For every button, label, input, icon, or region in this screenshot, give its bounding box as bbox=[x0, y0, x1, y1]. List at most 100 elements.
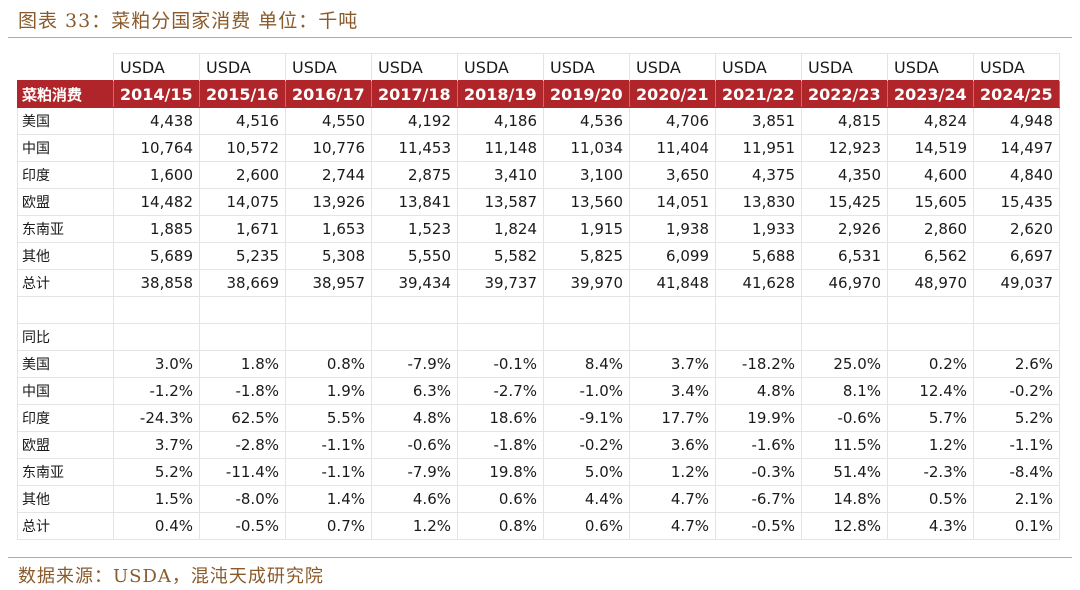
row-label: 中国 bbox=[17, 134, 114, 162]
value-cell: 13,926 bbox=[285, 188, 372, 216]
value-cell: 10,572 bbox=[199, 134, 286, 162]
value-cell: 4,600 bbox=[887, 161, 974, 189]
bottom-divider bbox=[8, 557, 1072, 558]
percent-cell: 51.4% bbox=[801, 458, 888, 486]
source-cell: USDA bbox=[801, 53, 888, 81]
value-cell: 4,550 bbox=[285, 107, 372, 135]
value-cell: 3,851 bbox=[715, 107, 802, 135]
value-cell: 1,653 bbox=[285, 215, 372, 243]
value-cell: 39,970 bbox=[543, 269, 630, 297]
percent-cell: 3.7% bbox=[629, 350, 716, 378]
percent-cell: 18.6% bbox=[457, 404, 544, 432]
year-header: 2019/20 bbox=[543, 80, 630, 108]
percent-cell: 0.6% bbox=[543, 512, 630, 540]
year-header: 2015/16 bbox=[199, 80, 286, 108]
percent-cell: -0.6% bbox=[371, 431, 458, 459]
value-cell: 4,706 bbox=[629, 107, 716, 135]
table-row: 其他 5,689 5,235 5,308 5,550 5,582 5,825 6,099 5,6… bbox=[17, 242, 1060, 270]
value-cell: 13,830 bbox=[715, 188, 802, 216]
row-label: 印度 bbox=[17, 161, 114, 189]
value-cell: 6,697 bbox=[973, 242, 1060, 270]
table-row: 中国 10,764 10,572 10,776 11,453 11,148 11,034 11… bbox=[17, 134, 1060, 162]
value-cell: 5,235 bbox=[199, 242, 286, 270]
percent-cell: -0.1% bbox=[457, 350, 544, 378]
value-cell: 1,671 bbox=[199, 215, 286, 243]
value-cell: 14,497 bbox=[973, 134, 1060, 162]
value-cell: 13,560 bbox=[543, 188, 630, 216]
percent-cell: 5.7% bbox=[887, 404, 974, 432]
percent-cell: 0.4% bbox=[113, 512, 200, 540]
percent-cell: -1.2% bbox=[113, 377, 200, 405]
value-cell: 1,938 bbox=[629, 215, 716, 243]
year-header: 2024/25 bbox=[973, 80, 1060, 108]
row-label: 美国 bbox=[17, 350, 114, 378]
value-cell: 5,308 bbox=[285, 242, 372, 270]
percent-cell: 2.6% bbox=[973, 350, 1060, 378]
percent-cell: 1.5% bbox=[113, 485, 200, 513]
value-cell: 5,689 bbox=[113, 242, 200, 270]
table-row: 印度 -24.3% 62.5% 5.5% 4.8% 18.6% -9.1% 17.7% 19.9… bbox=[17, 404, 1060, 432]
percent-cell: -1.8% bbox=[457, 431, 544, 459]
value-cell: 4,438 bbox=[113, 107, 200, 135]
percent-cell: 19.9% bbox=[715, 404, 802, 432]
table-row: 总计 0.4% -0.5% 0.7% 1.2% 0.8% 0.6% 4.7% -0.5% 12.8… bbox=[17, 512, 1060, 540]
blank-cell bbox=[371, 323, 458, 351]
percent-cell: 0.8% bbox=[457, 512, 544, 540]
rapeseed-meal-consumption-table: USDA USDA USDA USDA USDA USDA USDA USDA USDA USDA… bbox=[17, 53, 1060, 540]
value-cell: 2,860 bbox=[887, 215, 974, 243]
row-label: 东南亚 bbox=[17, 458, 114, 486]
value-cell: 15,435 bbox=[973, 188, 1060, 216]
blank-cell bbox=[887, 296, 974, 324]
value-cell: 1,915 bbox=[543, 215, 630, 243]
year-header: 2021/22 bbox=[715, 80, 802, 108]
value-cell: 4,350 bbox=[801, 161, 888, 189]
row-label: 欧盟 bbox=[17, 431, 114, 459]
blank-cell bbox=[543, 323, 630, 351]
table-row: 欧盟 14,482 14,075 13,926 13,841 13,587 13,560 14… bbox=[17, 188, 1060, 216]
blank-cell bbox=[973, 296, 1060, 324]
year-header: 2016/17 bbox=[285, 80, 372, 108]
year-header: 2018/19 bbox=[457, 80, 544, 108]
percent-cell: 4.4% bbox=[543, 485, 630, 513]
yoy-section-label: 同比 bbox=[17, 323, 114, 351]
value-cell: 14,482 bbox=[113, 188, 200, 216]
value-cell: 41,628 bbox=[715, 269, 802, 297]
percent-cell: 5.2% bbox=[973, 404, 1060, 432]
value-cell: 4,375 bbox=[715, 161, 802, 189]
value-cell: 14,051 bbox=[629, 188, 716, 216]
percent-cell: -18.2% bbox=[715, 350, 802, 378]
source-cell: USDA bbox=[629, 53, 716, 81]
source-cell: USDA bbox=[887, 53, 974, 81]
percent-cell: -9.1% bbox=[543, 404, 630, 432]
percent-cell: -2.7% bbox=[457, 377, 544, 405]
percent-cell: -2.3% bbox=[887, 458, 974, 486]
blank-cell bbox=[371, 296, 458, 324]
table-row: 中国 -1.2% -1.8% 1.9% 6.3% -2.7% -1.0% 3.4% 4.8% 8.… bbox=[17, 377, 1060, 405]
blank-cell bbox=[887, 323, 974, 351]
table-row: 美国 3.0% 1.8% 0.8% -7.9% -0.1% 8.4% 3.7% -18.2% 25… bbox=[17, 350, 1060, 378]
percent-cell: 4.7% bbox=[629, 512, 716, 540]
percent-cell: 4.6% bbox=[371, 485, 458, 513]
table-row: 总计 38,858 38,669 38,957 39,434 39,737 39,970 41… bbox=[17, 269, 1060, 297]
blank-cell bbox=[543, 296, 630, 324]
value-cell: 4,948 bbox=[973, 107, 1060, 135]
value-cell: 11,453 bbox=[371, 134, 458, 162]
year-header: 2023/24 bbox=[887, 80, 974, 108]
source-cell: USDA bbox=[285, 53, 372, 81]
value-cell: 38,858 bbox=[113, 269, 200, 297]
percent-cell: 4.3% bbox=[887, 512, 974, 540]
percent-cell: 62.5% bbox=[199, 404, 286, 432]
value-cell: 14,519 bbox=[887, 134, 974, 162]
percent-cell: 8.1% bbox=[801, 377, 888, 405]
percent-cell: -6.7% bbox=[715, 485, 802, 513]
value-cell: 5,582 bbox=[457, 242, 544, 270]
percent-cell: 3.6% bbox=[629, 431, 716, 459]
value-cell: 2,926 bbox=[801, 215, 888, 243]
value-cell: 4,840 bbox=[973, 161, 1060, 189]
percent-cell: 1.4% bbox=[285, 485, 372, 513]
percent-cell: 4.8% bbox=[371, 404, 458, 432]
blank-row bbox=[17, 296, 1060, 324]
row-label: 总计 bbox=[17, 269, 114, 297]
blank-cell bbox=[973, 323, 1060, 351]
source-cell: USDA bbox=[113, 53, 200, 81]
